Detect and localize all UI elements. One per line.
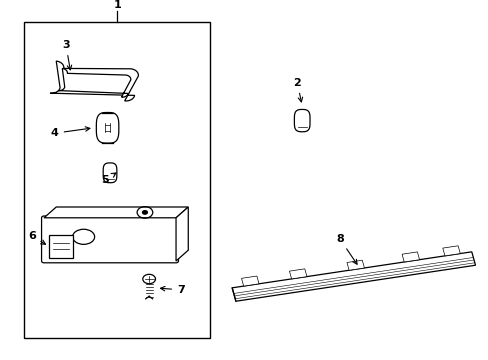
Polygon shape — [232, 252, 474, 301]
Text: 2: 2 — [293, 78, 302, 102]
Text: 7: 7 — [160, 285, 184, 295]
Polygon shape — [103, 163, 117, 183]
Polygon shape — [294, 109, 309, 132]
Text: 8: 8 — [335, 234, 356, 264]
Bar — [24, 22, 210, 338]
Polygon shape — [346, 260, 364, 270]
Circle shape — [142, 211, 147, 214]
Bar — [49, 235, 73, 258]
Text: 4: 4 — [51, 127, 90, 138]
Polygon shape — [44, 207, 188, 218]
FancyBboxPatch shape — [41, 216, 178, 263]
Text: 5: 5 — [101, 173, 116, 185]
Polygon shape — [241, 276, 259, 286]
Text: 3: 3 — [62, 40, 72, 70]
Text: 6: 6 — [28, 231, 45, 244]
Polygon shape — [176, 207, 188, 261]
Polygon shape — [401, 252, 419, 262]
Polygon shape — [58, 68, 131, 97]
Polygon shape — [442, 246, 459, 256]
Polygon shape — [96, 113, 119, 143]
Polygon shape — [289, 269, 306, 279]
Ellipse shape — [72, 229, 94, 244]
Text: 1: 1 — [113, 0, 121, 10]
Polygon shape — [50, 61, 138, 101]
